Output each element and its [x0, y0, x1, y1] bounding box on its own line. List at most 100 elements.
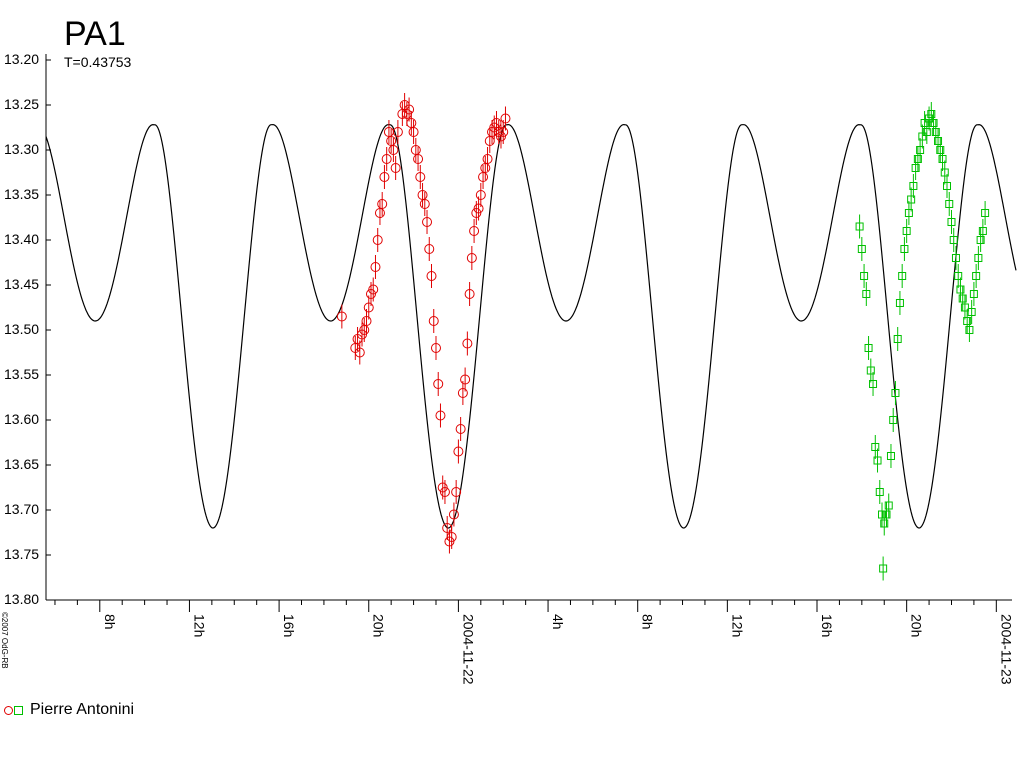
data-point-square [864, 344, 873, 352]
y-tick-label: 13.75 [4, 546, 39, 562]
y-tick-label: 13.60 [4, 411, 39, 427]
copyright-credit: ©2007 OdG-RB [0, 612, 9, 669]
data-point-circle [381, 154, 392, 164]
data-point-square [931, 128, 940, 136]
data-point-circle [370, 262, 381, 272]
x-tick-label: 16h [819, 614, 835, 637]
data-point-circle [413, 154, 424, 164]
data-point-square [886, 452, 895, 460]
data-point-circle [480, 163, 491, 173]
data-point-square [938, 155, 947, 163]
chart-title: PA1 [64, 15, 126, 53]
data-point-square [925, 114, 934, 123]
data-point-square [974, 254, 983, 262]
data-point-square [857, 245, 866, 253]
data-point-circle [482, 154, 493, 164]
data-point-circle [500, 113, 511, 124]
data-point-square [902, 227, 911, 235]
data-point-square [889, 416, 898, 424]
data-point-circle [377, 199, 388, 209]
data-point-circle [408, 127, 419, 137]
data-point-square [963, 317, 972, 325]
x-tick-label: 16h [281, 614, 297, 637]
data-point-square [976, 236, 985, 244]
x-tick-label: 4h [550, 614, 566, 630]
data-point-circle [379, 172, 390, 182]
x-tick-label: 12h [729, 614, 745, 637]
data-point-circle [357, 329, 368, 340]
data-point-circle [451, 487, 462, 497]
data-point-square [878, 510, 887, 519]
data-point-square [936, 146, 945, 154]
data-point-circle [386, 136, 397, 146]
data-point-square [895, 299, 904, 307]
x-tick-label: 8h [640, 614, 656, 630]
data-point-square [891, 389, 900, 397]
data-point-square [911, 164, 920, 172]
data-point-square [934, 137, 943, 145]
data-point-square [978, 227, 987, 235]
legend: Pierre Antonini [4, 700, 134, 720]
data-point-square [866, 366, 875, 375]
data-point-circle [455, 424, 466, 434]
data-point-circle [392, 127, 403, 137]
data-point-square [907, 195, 916, 204]
data-point-circle [460, 374, 471, 385]
data-point-circle [419, 199, 430, 209]
y-tick-labels: 13.20 13.25 13.30 13.35 13.40 13.45 13.50 13.55… [4, 51, 39, 607]
data-point-circle [439, 487, 450, 497]
data-point-square [929, 119, 938, 127]
data-point-square [898, 272, 907, 280]
observation-points [336, 93, 990, 581]
data-point-circle [484, 136, 495, 146]
data-point-circle [372, 235, 383, 245]
data-point-square [900, 245, 909, 253]
data-point-circle [361, 316, 372, 326]
x-tick-label: 20h [371, 614, 387, 637]
data-point-circle [390, 163, 401, 173]
data-point-square [927, 110, 936, 118]
y-tick-label: 13.45 [4, 276, 39, 292]
data-point-square [913, 155, 922, 163]
data-point-circle [498, 127, 509, 137]
data-point-circle [417, 190, 428, 200]
data-point-circle [475, 190, 486, 200]
data-point-square [947, 218, 956, 226]
data-point-circle [433, 379, 444, 389]
data-point-circle [473, 203, 484, 214]
data-point-square [918, 132, 927, 141]
period-label: T=0.43753 [64, 54, 132, 70]
data-point-square [958, 294, 967, 303]
data-point-square [949, 236, 958, 244]
data-point-circle [336, 311, 347, 322]
data-point-square [960, 303, 969, 312]
y-tick-label: 13.70 [4, 501, 39, 517]
y-tick-label: 13.55 [4, 366, 39, 382]
data-point-square [954, 272, 963, 280]
data-point-square [880, 519, 889, 528]
data-point-circle [406, 118, 417, 128]
y-tick-label: 13.25 [4, 96, 39, 112]
data-point-circle [410, 145, 421, 155]
y-tick-label: 13.30 [4, 141, 39, 157]
data-point-circle [435, 410, 446, 421]
data-point-circle [478, 172, 489, 182]
x-tick-label: 8h [102, 614, 118, 630]
data-point-circle [469, 226, 480, 236]
data-point-square [920, 119, 929, 127]
data-point-square [884, 501, 893, 510]
data-point-circle [404, 104, 415, 115]
data-point-square [904, 209, 913, 217]
data-point-square [873, 456, 882, 465]
data-point-square [965, 326, 974, 334]
data-point-square [951, 254, 960, 262]
data-point-square [972, 272, 981, 280]
data-point-square [943, 182, 952, 190]
data-point-square [956, 285, 965, 294]
data-point-circle [365, 289, 376, 299]
data-point-circle [437, 482, 448, 493]
data-point-circle [495, 131, 506, 142]
data-point-circle [462, 338, 473, 349]
data-point-square [869, 380, 878, 388]
